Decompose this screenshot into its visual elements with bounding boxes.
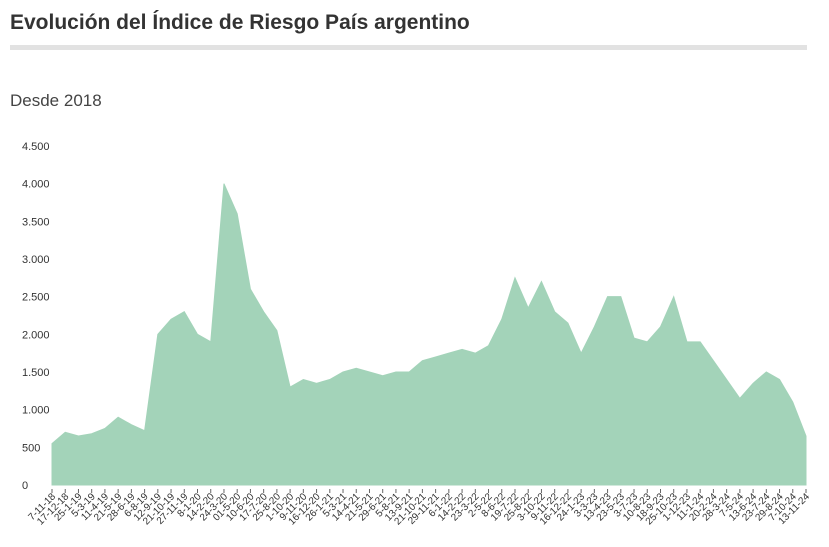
y-tick-label: 1.000 — [22, 405, 50, 417]
y-tick-label: 3.500 — [22, 216, 50, 228]
y-tick-label: 0 — [22, 480, 28, 492]
area — [51, 183, 807, 486]
chart-subtitle: Desde 2018 — [10, 91, 102, 110]
y-tick-label: 2.000 — [22, 329, 50, 341]
y-tick-label: 2.500 — [22, 292, 50, 304]
chart-title: Evolución del Índice de Riesgo País arge… — [10, 11, 470, 34]
y-tick-label: 1.500 — [22, 367, 50, 379]
y-tick-label: 500 — [22, 442, 40, 454]
title-rule — [10, 45, 807, 50]
y-tick-label: 3.000 — [22, 254, 50, 266]
y-tick-label: 4.500 — [22, 141, 50, 153]
y-tick-label: 4.000 — [22, 179, 50, 191]
